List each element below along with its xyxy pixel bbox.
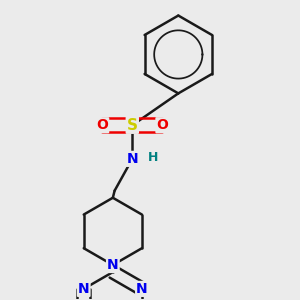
Text: O: O [156,118,168,132]
Text: S: S [127,118,138,133]
Text: N: N [107,258,119,272]
Text: N: N [127,152,138,166]
Text: H: H [148,151,159,164]
Text: O: O [96,118,108,132]
Text: N: N [136,282,148,296]
Text: N: N [78,282,89,296]
